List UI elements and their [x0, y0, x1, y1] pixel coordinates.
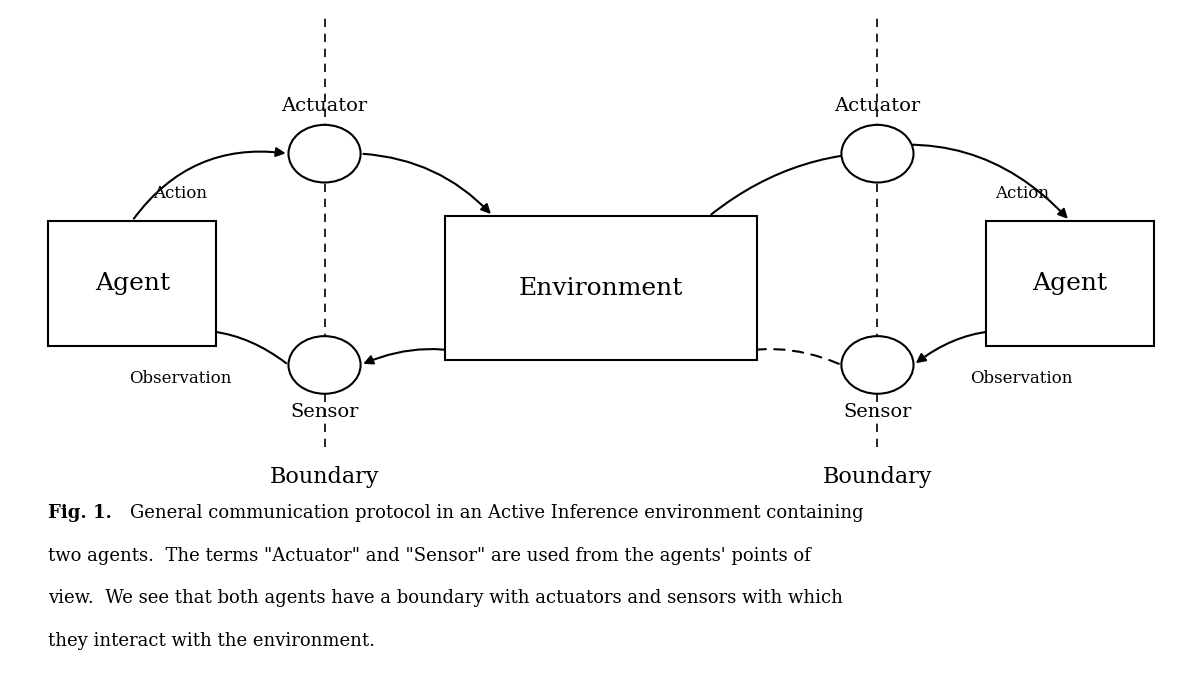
Text: Sensor: Sensor: [844, 403, 911, 421]
Text: Agent: Agent: [1033, 272, 1107, 295]
Text: Environment: Environment: [519, 276, 683, 300]
FancyBboxPatch shape: [986, 221, 1154, 346]
Text: Agent: Agent: [95, 272, 169, 295]
Text: Fig. 1.: Fig. 1.: [48, 504, 112, 522]
Text: Actuator: Actuator: [834, 97, 921, 115]
Text: Boundary: Boundary: [269, 466, 380, 488]
Text: view.  We see that both agents have a boundary with actuators and sensors with w: view. We see that both agents have a bou…: [48, 589, 843, 607]
Text: Action: Action: [995, 185, 1048, 202]
Text: Action: Action: [154, 185, 207, 202]
Ellipse shape: [288, 125, 361, 182]
Ellipse shape: [841, 125, 914, 182]
Text: Actuator: Actuator: [281, 97, 368, 115]
Text: Boundary: Boundary: [822, 466, 933, 488]
Ellipse shape: [288, 336, 361, 394]
Text: Sensor: Sensor: [291, 403, 358, 421]
FancyBboxPatch shape: [445, 216, 757, 360]
Text: they interact with the environment.: they interact with the environment.: [48, 632, 375, 650]
Ellipse shape: [841, 336, 914, 394]
Text: General communication protocol in an Active Inference environment containing: General communication protocol in an Act…: [130, 504, 863, 522]
Text: Observation: Observation: [129, 370, 232, 387]
FancyBboxPatch shape: [48, 221, 216, 346]
Text: two agents.  The terms "Actuator" and "Sensor" are used from the agents' points : two agents. The terms "Actuator" and "Se…: [48, 547, 811, 565]
Text: Observation: Observation: [970, 370, 1073, 387]
